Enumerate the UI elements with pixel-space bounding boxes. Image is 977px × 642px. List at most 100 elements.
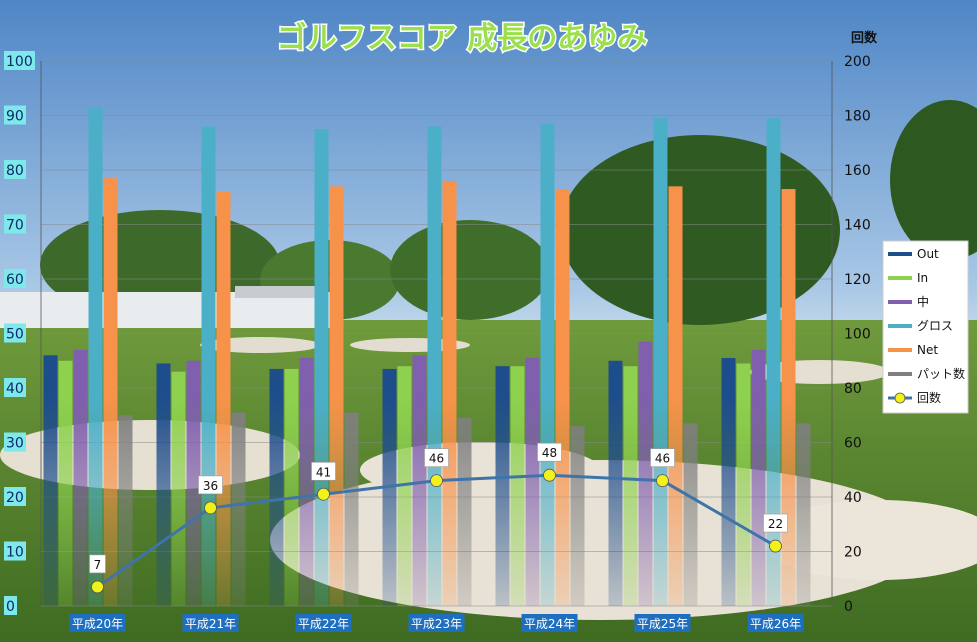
data-label: 36 bbox=[203, 479, 218, 493]
category-label-background bbox=[634, 614, 691, 632]
bar-グロス bbox=[88, 107, 103, 606]
category-label: 平成22年 bbox=[298, 617, 349, 631]
legend-swatch bbox=[888, 348, 912, 352]
bar-Out bbox=[608, 360, 623, 606]
legend-entry: In bbox=[917, 271, 928, 285]
bar-Out bbox=[269, 368, 284, 606]
bar-Net bbox=[329, 186, 344, 606]
bar-In bbox=[736, 363, 751, 606]
bar-パット数 bbox=[570, 426, 585, 606]
left-tick-background bbox=[4, 323, 26, 343]
right-tick-label: 40 bbox=[844, 490, 862, 506]
right-tick-label: 180 bbox=[844, 109, 871, 125]
legend-entry: 回数 bbox=[917, 390, 941, 405]
bar-グロス bbox=[427, 126, 442, 607]
right-tick-label: 60 bbox=[844, 436, 862, 452]
legend-swatch bbox=[888, 252, 912, 256]
count-line-series bbox=[91, 468, 782, 594]
left-tick-label: 100 bbox=[6, 54, 33, 70]
legend-entry: パット数 bbox=[917, 366, 965, 381]
left-tick-label: 60 bbox=[6, 272, 24, 288]
count-marker bbox=[204, 501, 217, 515]
data-label: 22 bbox=[768, 517, 783, 531]
category-label-background bbox=[69, 614, 126, 632]
legend-swatch bbox=[888, 324, 912, 328]
data-label: 7 bbox=[94, 558, 102, 572]
legend-marker bbox=[894, 392, 906, 404]
bar-Net bbox=[668, 186, 683, 606]
left-tick-background bbox=[4, 105, 26, 125]
left-tick-label: 30 bbox=[6, 436, 24, 452]
bar-In bbox=[397, 366, 412, 606]
bar-グロス bbox=[653, 118, 668, 606]
bar-In bbox=[284, 368, 299, 606]
data-label: 46 bbox=[655, 452, 670, 466]
right-axis-ticks: 0 20 40 60 80 100 120 140 160 180 200 bbox=[844, 54, 871, 615]
legend-entry: Net bbox=[917, 343, 938, 357]
right-tick-label: 20 bbox=[844, 545, 862, 561]
right-tick-label: 160 bbox=[844, 163, 871, 179]
data-label-box bbox=[763, 513, 788, 533]
count-marker bbox=[543, 468, 556, 482]
legend-entry: 中 bbox=[917, 294, 929, 309]
bar-パット数 bbox=[683, 423, 698, 606]
bar-In bbox=[623, 366, 638, 606]
data-label-box bbox=[198, 475, 223, 495]
bar-Net bbox=[103, 178, 118, 607]
left-tick-label: 40 bbox=[6, 381, 24, 397]
category-label: 平成23年 bbox=[411, 617, 462, 631]
category-label: 平成26年 bbox=[750, 617, 801, 631]
category-label: 平成25年 bbox=[637, 617, 688, 631]
category-label-background bbox=[182, 614, 239, 632]
left-tick-label: 50 bbox=[6, 327, 24, 343]
bar-パット数 bbox=[796, 423, 811, 606]
data-label-box bbox=[311, 461, 336, 481]
count-marker bbox=[656, 474, 669, 488]
bar-パット数 bbox=[231, 412, 246, 606]
category-label-background bbox=[295, 614, 352, 632]
right-tick-label: 80 bbox=[844, 381, 862, 397]
bar-Net bbox=[216, 191, 231, 607]
right-tick-label: 120 bbox=[844, 272, 871, 288]
left-tick-background bbox=[4, 51, 35, 70]
left-tick-label: 20 bbox=[6, 490, 24, 506]
count-marker bbox=[769, 539, 782, 553]
bar-グロス bbox=[314, 129, 329, 606]
category-axis-labels: 平成20年 平成21年 平成22年 平成23年 平成24年 平成25年 平成26年 bbox=[69, 614, 804, 632]
bar-Out bbox=[721, 358, 736, 606]
legend-swatch bbox=[888, 276, 912, 280]
data-label: 46 bbox=[429, 452, 444, 466]
bar-Net bbox=[442, 180, 457, 606]
count-marker bbox=[317, 487, 330, 501]
count-marker bbox=[430, 474, 443, 488]
bar-パット数 bbox=[344, 412, 359, 606]
right-tick-label: 200 bbox=[844, 54, 871, 70]
right-axis-title: 回数 bbox=[851, 30, 878, 46]
bar-In bbox=[510, 366, 525, 606]
bar-中 bbox=[412, 355, 427, 606]
category-label: 平成24年 bbox=[524, 617, 575, 631]
data-label-box bbox=[89, 554, 106, 574]
bar-Out bbox=[43, 355, 58, 606]
data-label: 41 bbox=[316, 465, 331, 479]
left-tick-label: 90 bbox=[6, 109, 24, 125]
left-axis-ticks: 0 10 20 30 40 50 60 70 80 90 100 bbox=[4, 51, 35, 615]
bar-In bbox=[171, 371, 186, 606]
data-label-box bbox=[424, 448, 449, 467]
right-tick-label: 0 bbox=[844, 599, 853, 615]
data-label-box bbox=[537, 442, 562, 462]
category-label-background bbox=[521, 614, 578, 632]
bar-中 bbox=[525, 358, 540, 606]
right-tick-label: 100 bbox=[844, 327, 871, 343]
left-tick-label: 70 bbox=[6, 218, 24, 234]
left-tick-label: 10 bbox=[6, 545, 24, 561]
left-tick-background bbox=[4, 596, 17, 615]
right-tick-label: 140 bbox=[844, 218, 871, 234]
count-marker bbox=[91, 580, 104, 594]
bar-Net bbox=[781, 189, 796, 606]
legend-swatch bbox=[888, 300, 912, 304]
bar-Out bbox=[156, 363, 171, 606]
bar-中 bbox=[299, 358, 314, 606]
